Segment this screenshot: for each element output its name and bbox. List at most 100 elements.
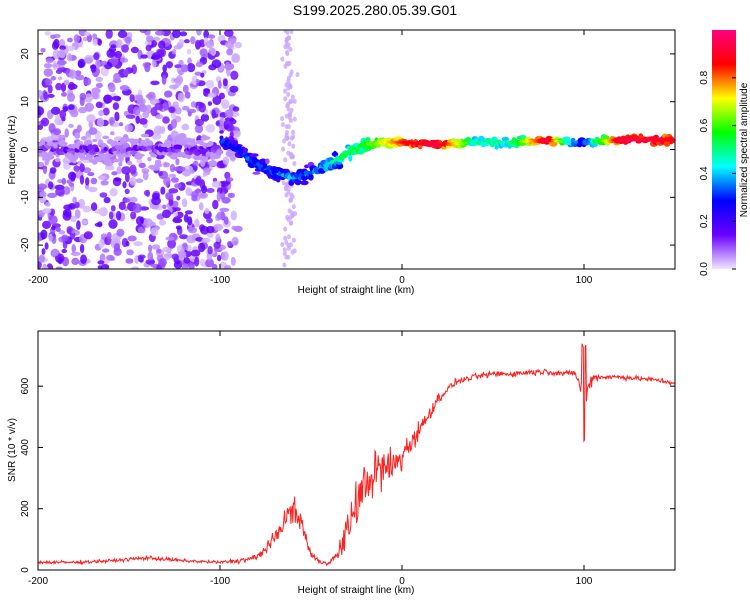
spectrogram-noise-blob [55, 69, 63, 74]
spectrogram-noise-blob [220, 180, 229, 187]
spectrogram-noise-blob [70, 172, 76, 182]
spectrogram-noise-blob [113, 72, 121, 83]
spectrogram-ridge-blob [265, 158, 270, 165]
spectrogram-noise-blob [289, 220, 294, 226]
spectrogram-ridge-blob [252, 171, 261, 175]
spectrogram-noise-blob [139, 30, 148, 34]
spectrogram-noise-blob [174, 107, 182, 115]
spectrogram-noise-blob [174, 183, 182, 189]
spectrogram-noise-blob [98, 109, 104, 117]
spectrogram-noise-blob [181, 123, 190, 131]
spectrogram-noise-blob [283, 157, 288, 163]
spectrogram-noise-blob [186, 235, 196, 244]
spectrogram-noise-blob [286, 245, 291, 251]
spectrogram-noise-blob [224, 265, 232, 269]
spectrogram-noise-blob [76, 124, 82, 133]
spectrogram-noise-blob [206, 232, 214, 238]
snr-y-tick-label: 400 [20, 439, 31, 456]
spectrogram-noise-blob [97, 265, 103, 269]
spectrogram-noise-blob [194, 71, 202, 76]
spectrogram-noise-blob [287, 208, 292, 214]
spectrogram-noise-blob [72, 196, 77, 204]
spectrogram-noise-blob [119, 85, 130, 91]
spectrogram-noise-blob [223, 216, 229, 225]
spectrogram-noise-blob [143, 218, 153, 227]
spectrogram-noise-blob [181, 198, 188, 208]
spectrogram-noise-blob [62, 106, 69, 112]
spectrogram-noise-blob [219, 116, 225, 126]
spectrogram-noise-blob [109, 188, 118, 197]
spectrogram-ridge-blob [208, 160, 218, 167]
spectrogram-noise-blob [156, 49, 165, 58]
spectrogram-noise-blob [116, 166, 122, 175]
spectrogram-noise-blob [287, 141, 292, 147]
spectrogram-y-tick-label: 0 [20, 146, 31, 152]
spectrogram-noise-blob [288, 197, 293, 203]
spectrogram-noise-blob [150, 107, 158, 117]
spectrogram-noise-blob [119, 57, 129, 63]
spectrogram-noise-blob [218, 92, 225, 100]
spectrogram-noise-blob [44, 63, 52, 69]
snr-y-axis-label: SNR (10 * v/v) [7, 418, 18, 482]
spectrogram-noise-blob [224, 109, 234, 118]
spectrogram-noise-blob [95, 101, 103, 109]
spectrogram-noise-blob [87, 172, 95, 177]
spectrogram-noise-blob [143, 190, 150, 196]
spectrogram-noise-blob [281, 180, 286, 186]
spectrogram-noise-blob [106, 254, 115, 261]
spectrogram-noise-blob [67, 45, 76, 51]
spectrogram-ridge-blob [491, 136, 498, 143]
spectrogram-noise-blob [199, 48, 208, 57]
spectrogram-noise-blob [145, 93, 154, 99]
spectrogram-noise-blob [125, 172, 130, 183]
spectrogram-noise-blob [295, 72, 300, 78]
spectrogram-noise-blob [50, 76, 57, 81]
spectrogram-noise-blob [198, 242, 206, 253]
spectrogram-noise-blob [228, 120, 233, 130]
spectrogram-noise-blob [111, 95, 121, 101]
spectrogram-noise-blob [57, 179, 63, 184]
spectrogram-noise-blob [202, 172, 207, 177]
spectrogram-ridge-blob [39, 139, 46, 146]
spectrogram-noise-blob [108, 116, 116, 126]
spectrogram-noise-blob [286, 35, 291, 41]
spectrogram-noise-blob [229, 85, 239, 93]
spectrogram-noise-blob [45, 201, 51, 207]
spectrogram-noise-blob [202, 167, 212, 173]
spectrogram-noise-blob [122, 181, 127, 189]
spectrogram-ridge-blob [197, 155, 207, 160]
spectrogram-noise-blob [205, 79, 215, 89]
spectrogram-noise-blob [285, 30, 290, 35]
spectrogram-noise-blob [77, 198, 86, 209]
spectrogram-ridge-blob [102, 135, 110, 140]
spectrogram-noise-blob [183, 39, 190, 44]
spectrogram-noise-blob [283, 88, 288, 94]
spectrogram-noise-blob [163, 162, 170, 168]
spectrogram-y-tick-label: -20 [20, 237, 31, 252]
spectrogram-noise-blob [212, 95, 222, 106]
spectrogram-noise-blob [74, 201, 80, 209]
spectrogram-noise-blob [284, 124, 289, 130]
colorbar-scale [712, 30, 736, 269]
spectrogram-noise-blob [68, 182, 74, 187]
spectrogram-noise-blob [81, 219, 88, 225]
spectrogram-noise-blob [205, 124, 216, 133]
spectrogram-noise-blob [73, 34, 81, 43]
colorbar-tick-label: 0.8 [699, 70, 710, 84]
spectrogram-noise-blob [95, 59, 101, 70]
spectrogram-ridge-blob [204, 156, 209, 162]
spectrogram-ridge-blob [133, 138, 139, 144]
spectrogram-noise-blob [129, 196, 138, 203]
spectrogram-ridge-blob [216, 149, 223, 155]
spectrogram-noise-blob [170, 112, 177, 119]
spectrogram-noise-blob [154, 102, 164, 111]
spectrogram-noise-blob [203, 88, 211, 93]
spectrogram-noise-blob [180, 64, 189, 73]
spectrogram-noise-blob [171, 77, 176, 84]
spectrogram-ridge-blob [179, 138, 189, 144]
spectrogram-ridge-blob [79, 149, 85, 153]
colorbar-tick-label: 0.0 [699, 262, 710, 276]
spectrogram-noise-blob [229, 131, 234, 139]
spectrogram-noise-blob [40, 229, 48, 240]
